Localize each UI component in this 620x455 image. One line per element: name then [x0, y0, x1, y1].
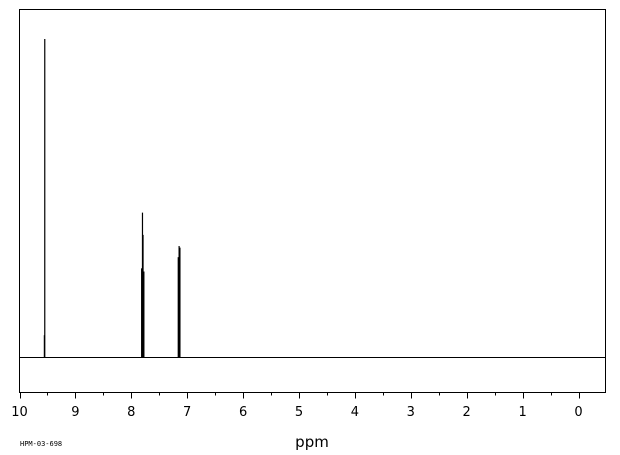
x-tick-label: 10 [11, 405, 28, 420]
x-tick-label: 3 [407, 405, 415, 420]
x-axis-ticks [20, 392, 580, 399]
spectrum-peaks [43, 39, 181, 358]
x-tick-label: 0 [574, 405, 582, 420]
x-tick-label: 5 [295, 405, 303, 420]
x-tick-label: 9 [71, 405, 79, 420]
x-tick-label: 6 [239, 405, 247, 420]
sample-code-label: HPM-03-698 [20, 440, 62, 448]
x-tick-label: 2 [463, 405, 471, 420]
x-tick-label: 4 [351, 405, 359, 420]
x-tick-label: 7 [183, 405, 191, 420]
x-axis-title: ppm [295, 433, 329, 451]
x-tick-label: 1 [518, 405, 526, 420]
x-tick-label: 8 [127, 405, 135, 420]
x-axis-tick-labels: 10 9 8 7 6 5 4 3 2 1 0 [11, 405, 582, 420]
plot-frame [19, 9, 606, 393]
